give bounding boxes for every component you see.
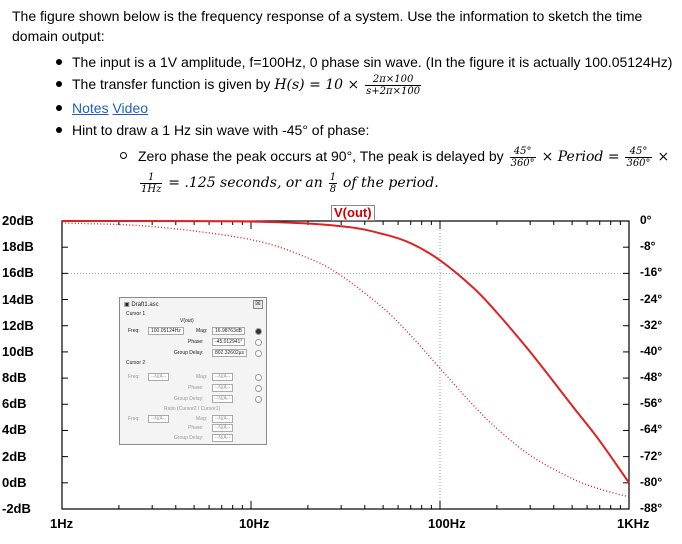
y2-tick-label: -56° — [640, 396, 663, 411]
y-tick-label: 14dB — [2, 291, 34, 307]
y2-tick-label: -8° — [640, 239, 656, 254]
y-tick-label: 0dB — [2, 474, 27, 490]
y2-tick-label: -32° — [640, 317, 663, 332]
y-tick-label: 10dB — [2, 343, 34, 359]
x-tick-label: 1KHz — [617, 516, 650, 531]
chart-title: V(out) — [331, 205, 375, 221]
bullet-dot — [56, 127, 62, 133]
y2-tick-label: -16° — [640, 265, 663, 280]
y2-tick-label: -24° — [640, 291, 663, 306]
series-group — [61, 219, 630, 498]
bullet-transfer-function: The transfer function is given by H(s) =… — [56, 74, 423, 97]
y-tick-label: 8dB — [2, 370, 27, 386]
bullet-links: Notes Video — [56, 98, 149, 118]
y-tick-label: 20dB — [2, 213, 34, 228]
y-tick-label: -2dB — [2, 501, 31, 516]
y2-tick-label: -88° — [640, 501, 663, 515]
notes-link[interactable]: Notes — [72, 100, 109, 116]
y-tick-label: 4dB — [2, 422, 27, 438]
mag-radio[interactable] — [255, 328, 262, 335]
tf-fraction: 2π×100 s+2π×100 — [365, 74, 422, 97]
cursor-window[interactable]: ▣ Draft1.asc ☒ Cursor 1 V(out) Freq: 100… — [119, 297, 267, 445]
plot-frame — [61, 220, 630, 510]
y2-tick-label: -40° — [640, 343, 663, 358]
y-tick-label: 6dB — [2, 396, 27, 412]
close-icon[interactable]: ☒ — [253, 300, 263, 309]
cursor-window-title: ▣ Draft1.asc — [124, 302, 159, 308]
intro-paragraph: The figure shown below is the frequency … — [12, 8, 643, 44]
x-tick-label: 100Hz — [428, 516, 466, 531]
bullet-dot — [56, 105, 62, 111]
bullet-dot — [56, 81, 62, 87]
video-link[interactable]: Video — [112, 100, 149, 116]
sub-bullet-ring — [120, 152, 127, 159]
y-tick-label: 16dB — [2, 265, 34, 281]
y-tick-label: 12dB — [2, 317, 34, 333]
y2-tick-label: -80° — [640, 474, 663, 489]
bullet-hint: Hint to draw a 1 Hz sin wave with -45° o… — [56, 120, 369, 140]
y2-tick-label: 0° — [640, 213, 652, 227]
sub-bullet-delay: 1 1Hz = .125 seconds, or an 1 8 of the p… — [140, 172, 439, 195]
y2-tick-label: -48° — [640, 370, 663, 385]
y-tick-label: 18dB — [2, 239, 34, 255]
bullet-dot — [56, 59, 62, 65]
x-tick-label: 10Hz — [239, 516, 270, 531]
grid-lines — [62, 221, 629, 509]
magnitude-series-line — [61, 219, 630, 484]
x-tick-label: 1Hz — [50, 516, 74, 531]
phase-radio[interactable] — [255, 339, 262, 346]
bullet-input: The input is a 1V amplitude, f=100Hz, 0 … — [56, 52, 672, 72]
tf-lhs: H(s) = 10 × — [274, 77, 360, 94]
y-tick-label: 2dB — [2, 448, 27, 464]
sub-bullet-peak: Zero phase the peak occurs at 90°, The p… — [120, 146, 669, 169]
axis-ticks — [61, 220, 630, 510]
y2-tick-label: -64° — [640, 422, 663, 437]
y2-tick-label: -72° — [640, 448, 663, 463]
gd-radio[interactable] — [255, 350, 262, 357]
plot-border — [61, 220, 630, 510]
cursor1-freq-field[interactable]: 100.05124Hz — [148, 327, 184, 335]
